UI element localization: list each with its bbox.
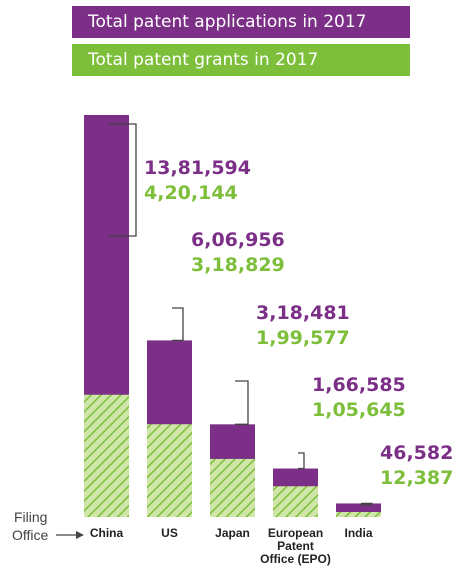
axis-label-line1: Filing: [14, 509, 47, 525]
value-label-applications: 3,18,481: [256, 302, 350, 324]
bar-grants: [273, 486, 318, 517]
category-label: China: [90, 526, 124, 540]
value-label-applications: 1,66,585: [312, 374, 406, 396]
value-label-grants: 4,20,144: [144, 182, 238, 204]
value-label-applications: 46,582: [380, 442, 453, 464]
category-label: India: [344, 526, 372, 540]
bar-connector: [235, 380, 249, 425]
value-label-applications: 6,06,956: [191, 229, 285, 251]
value-label-applications: 13,81,594: [144, 157, 251, 179]
value-label-grants: 1,99,577: [256, 327, 350, 349]
bar-grants: [336, 512, 381, 517]
bar-connector: [172, 307, 184, 342]
value-label-grants: 12,387: [380, 467, 453, 489]
bar-connector: [298, 452, 305, 470]
bar-grants: [210, 458, 255, 517]
axis-arrow-head: [76, 531, 84, 539]
axis-label-line2: Office: [12, 527, 49, 543]
bar-grants: [147, 424, 192, 517]
bar-grants: [84, 394, 129, 517]
category-label: Japan: [215, 526, 250, 540]
value-label-grants: 3,18,829: [191, 254, 285, 276]
value-label-grants: 1,05,645: [312, 399, 406, 421]
legend-applications: Total patent applications in 2017: [72, 6, 410, 38]
legend-grants: Total patent grants in 2017: [72, 44, 410, 76]
bar-connector: [361, 502, 373, 506]
bar-connector: [109, 123, 137, 237]
category-label: US: [161, 526, 178, 540]
category-label: European Patent Office (EPO): [260, 526, 331, 566]
